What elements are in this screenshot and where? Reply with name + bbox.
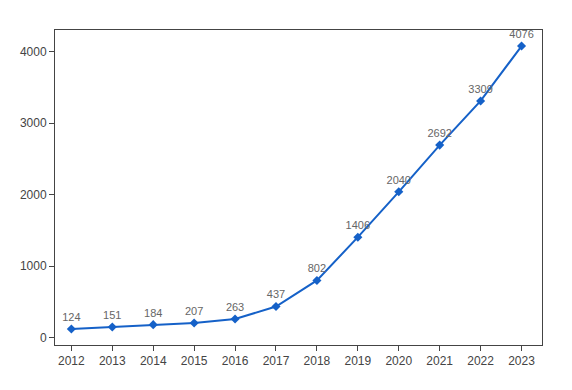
svg-text:2000: 2000: [20, 188, 47, 202]
svg-text:2019: 2019: [344, 354, 371, 368]
svg-text:2012: 2012: [58, 354, 85, 368]
svg-text:184: 184: [144, 307, 162, 319]
svg-text:3000: 3000: [20, 116, 47, 130]
svg-text:2018: 2018: [304, 354, 331, 368]
svg-text:2015: 2015: [181, 354, 208, 368]
svg-text:0: 0: [40, 331, 47, 345]
svg-text:3309: 3309: [468, 83, 492, 95]
svg-text:2023: 2023: [508, 354, 535, 368]
svg-text:4000: 4000: [20, 45, 47, 59]
svg-text:1000: 1000: [20, 259, 47, 273]
svg-text:2022: 2022: [467, 354, 494, 368]
svg-text:2014: 2014: [140, 354, 167, 368]
svg-text:2013: 2013: [99, 354, 126, 368]
svg-text:2016: 2016: [222, 354, 249, 368]
svg-text:2040: 2040: [387, 174, 411, 186]
svg-text:2017: 2017: [263, 354, 290, 368]
svg-text:1406: 1406: [346, 219, 370, 231]
svg-text:151: 151: [103, 309, 121, 321]
svg-text:207: 207: [185, 305, 203, 317]
svg-text:802: 802: [308, 262, 326, 274]
svg-text:2692: 2692: [427, 127, 451, 139]
svg-text:124: 124: [62, 311, 80, 323]
svg-text:2021: 2021: [426, 354, 453, 368]
svg-text:263: 263: [226, 301, 244, 313]
svg-text:2020: 2020: [385, 354, 412, 368]
svg-text:4076: 4076: [509, 28, 533, 40]
svg-text:437: 437: [267, 288, 285, 300]
